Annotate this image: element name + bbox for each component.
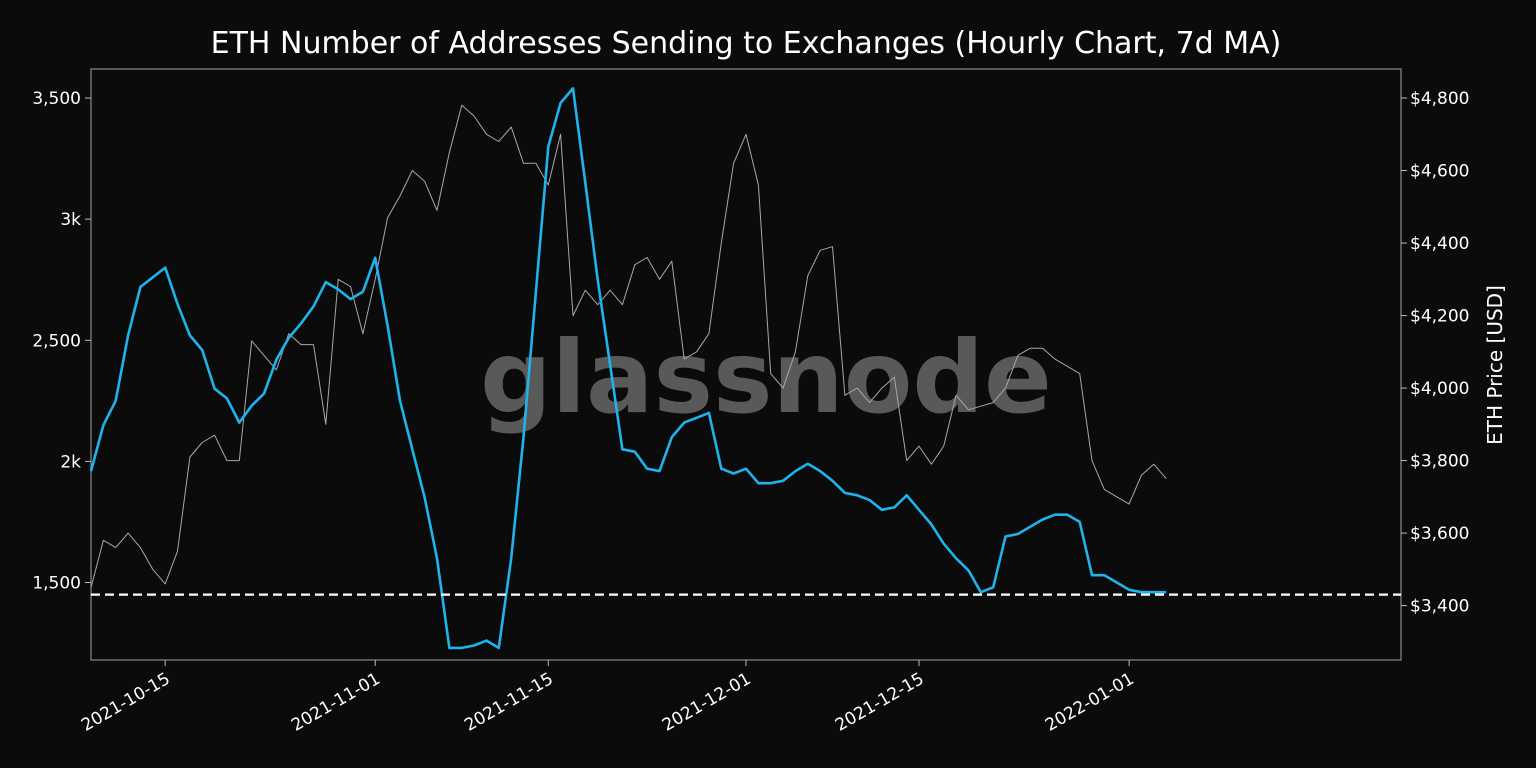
right-tick-label: $4,800 (1410, 89, 1469, 109)
x-tick-label: 2021-10-15 (78, 669, 174, 736)
eth-price-line (90, 104, 1167, 588)
left-tick-label: 2k (60, 452, 81, 472)
left-axis-ticks: 1,500 2k 2,500 3k 3,500 (32, 89, 91, 593)
right-tick-label: $4,600 (1410, 162, 1469, 182)
x-tick-label: 2021-11-01 (288, 669, 384, 736)
x-axis-ticks: 2021-10-15 2021-11-01 2021-11-15 2021-12-01… (78, 660, 1138, 736)
left-tick-label: 2,500 (32, 331, 81, 351)
plot-frame (90, 68, 1402, 661)
right-tick-label: $3,600 (1410, 524, 1469, 544)
watermark: glassnode (480, 319, 1052, 436)
left-tick-label: 3,500 (32, 89, 81, 109)
x-tick-label: 2021-11-15 (461, 669, 557, 736)
x-tick-label: 2021-12-01 (659, 669, 755, 736)
x-tick-label: 2022-01-01 (1042, 669, 1138, 736)
chart-title: ETH Number of Addresses Sending to Excha… (211, 26, 1282, 61)
right-tick-label: $3,800 (1410, 452, 1469, 472)
series-layer (89, 87, 1167, 650)
right-tick-label: $3,400 (1410, 597, 1469, 617)
x-tick-label: 2021-12-15 (832, 669, 928, 736)
right-axis-ticks: $3,400 $3,600 $3,800 $4,000 $4,200 $4,400 $4,6… (1401, 89, 1469, 617)
left-tick-label: 1,500 (32, 573, 81, 593)
right-tick-label: $4,000 (1410, 379, 1469, 399)
right-tick-label: $4,400 (1410, 234, 1469, 254)
addresses-sending-line (89, 87, 1167, 650)
right-tick-label: $4,200 (1410, 307, 1469, 327)
left-tick-label: 3k (60, 210, 81, 230)
right-axis-label: ETH Price [USD] (1483, 285, 1507, 445)
